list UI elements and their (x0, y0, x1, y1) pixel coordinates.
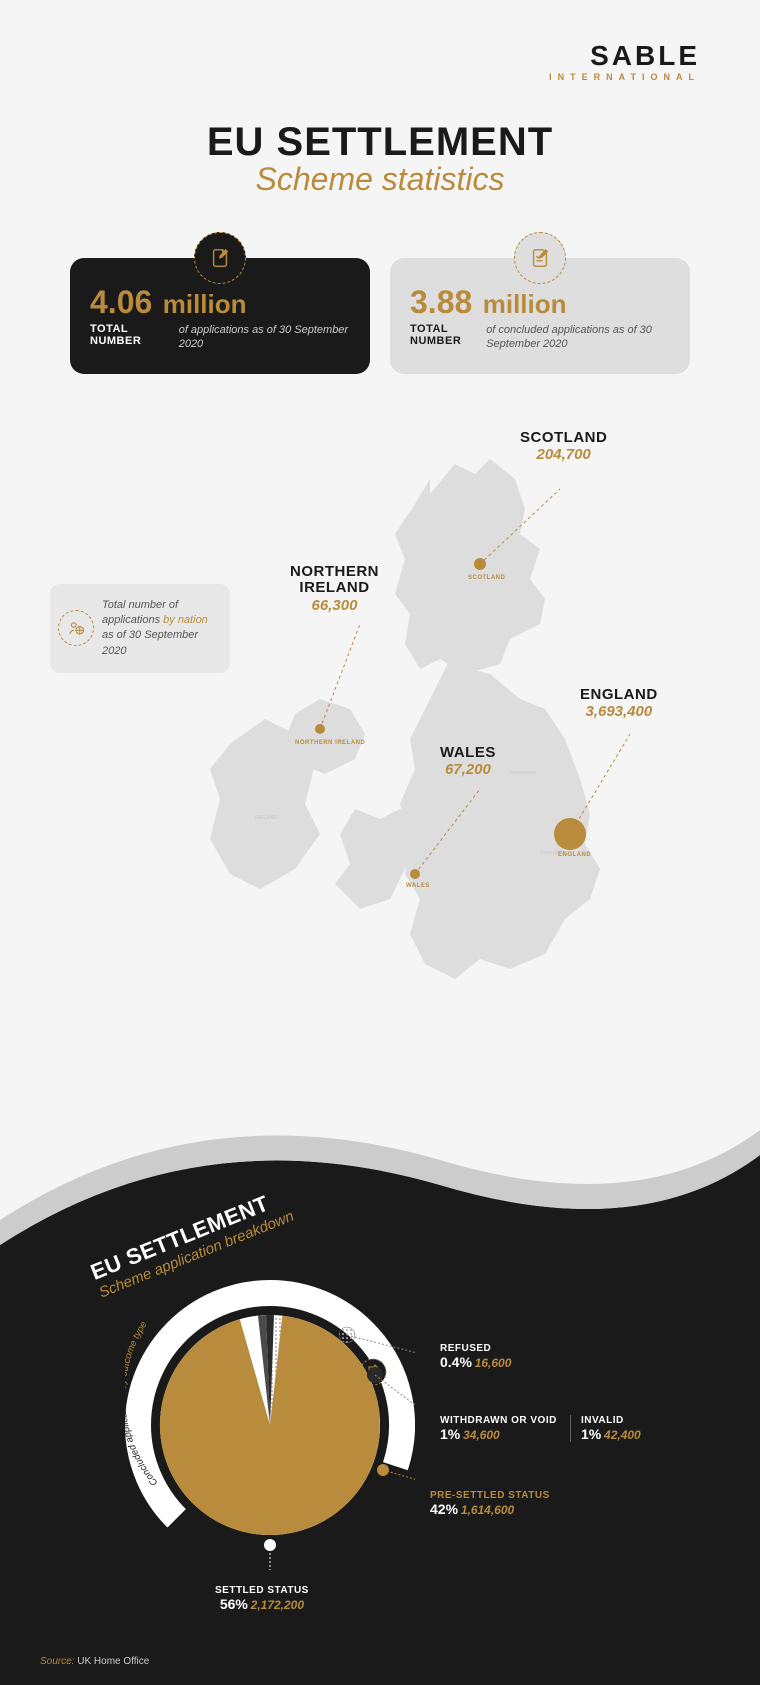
pie-cat-val: 1,614,600 (461, 1503, 514, 1517)
stat-value: 3.88 (410, 284, 472, 320)
pie-section: EU SETTLEMENT Scheme application breakdo… (0, 1065, 760, 1685)
infographic-root: SABLE INTERNATIONAL EU SETTLEMENT Scheme… (0, 0, 760, 1685)
pie-cat-val: 16,600 (475, 1356, 512, 1370)
checklist-pencil-icon (514, 232, 566, 284)
map-pin-label: NORTHERN IRELAND (295, 740, 365, 746)
svg-text:Manchester: Manchester (510, 770, 536, 776)
map-country-name: WALES (440, 744, 496, 761)
map-label-wales: WALES 67,200 (440, 744, 496, 778)
pie-cat-val: 34,600 (463, 1428, 500, 1442)
brand-logo: SABLE INTERNATIONAL (549, 40, 700, 82)
map-country-value: 67,200 (440, 761, 496, 778)
stat-unit: million (483, 289, 567, 319)
pie-cat-name: PRE-SETTLED STATUS (430, 1490, 550, 1501)
pie-cat-name: REFUSED (440, 1343, 511, 1354)
map-note-text-post: as of 30 September 2020 (102, 629, 198, 656)
pie-cat-refused: REFUSED 0.4% 16,600 (440, 1343, 511, 1370)
page-title: EU SETTLEMENT (0, 120, 760, 165)
pie-cat-pct: 56% (220, 1596, 248, 1612)
pie-cat-name: SETTLED STATUS (215, 1585, 309, 1596)
map-country-name: ENGLAND (580, 686, 658, 703)
pie-cat-invalid: INVALID 1% 42,400 (570, 1415, 641, 1442)
map-country-name: NORTHERNIRELAND (290, 564, 379, 597)
pie-cat-val: 42,400 (604, 1428, 641, 1442)
map-pin-label: SCOTLAND (468, 575, 505, 581)
map-country-name: SCOTLAND (520, 429, 607, 446)
source-label: Source: (40, 1656, 74, 1667)
logo-subtext: INTERNATIONAL (549, 72, 700, 82)
svg-text:IRELAND: IRELAND (255, 815, 277, 821)
uk-map: IRELAND Manchester Birmingham SCOTLAND N… (200, 434, 680, 1014)
logo-text: SABLE (549, 40, 700, 72)
stat-label: TOTAL NUMBER (410, 323, 478, 347)
pie-cat-pct: 42% (430, 1501, 458, 1517)
map-pin-label: WALES (406, 883, 430, 889)
pie-cat-pct: 1% (440, 1426, 460, 1442)
source-value: UK Home Office (77, 1656, 149, 1667)
document-pencil-icon (194, 232, 246, 284)
pie-cat-pct: 1% (581, 1426, 601, 1442)
page-title-block: EU SETTLEMENT Scheme statistics (0, 0, 760, 198)
map-label-england: ENGLAND 3,693,400 (580, 686, 658, 720)
page-subtitle: Scheme statistics (0, 161, 760, 198)
pie-cat-pct: 0.4% (440, 1354, 472, 1370)
stat-desc: of applications as of 30 September 2020 (179, 323, 350, 352)
pie-cat-val: 2,172,200 (251, 1598, 304, 1612)
pie-cat-name: INVALID (581, 1415, 641, 1426)
source-attribution: Source: UK Home Office (40, 1656, 149, 1667)
stat-unit: million (163, 289, 247, 319)
map-label-ni: NORTHERNIRELAND 66,300 (290, 564, 379, 614)
stat-desc: of concluded applications as of 30 Septe… (486, 323, 670, 352)
pie-cat-settled: SETTLED STATUS 56% 2,172,200 (215, 1585, 309, 1612)
stat-label: TOTAL NUMBER (90, 323, 171, 347)
map-country-value: 204,700 (520, 446, 607, 463)
pie-chart: Concluded applications by outcome type a… (125, 1280, 415, 1570)
map-section: Total number of applications by nation a… (0, 394, 760, 1034)
stat-value: 4.06 (90, 284, 152, 320)
person-globe-icon (58, 610, 94, 646)
pie-cat-name: WITHDRAWN OR VOID (440, 1415, 557, 1426)
map-country-value: 66,300 (290, 597, 379, 614)
stat-card-applications: 4.06 million TOTAL NUMBER of application… (70, 258, 370, 374)
pie-cat-presettled: PRE-SETTLED STATUS 42% 1,614,600 (430, 1490, 550, 1517)
map-pin-label: ENGLAND (558, 852, 591, 858)
pie-cat-withdrawn: WITHDRAWN OR VOID 1% 34,600 (440, 1415, 557, 1442)
stat-card-concluded: 3.88 million TOTAL NUMBER of concluded a… (390, 258, 690, 374)
map-label-scotland: SCOTLAND 204,700 (520, 429, 607, 463)
map-country-value: 3,693,400 (580, 703, 658, 720)
stats-row: 4.06 million TOTAL NUMBER of application… (0, 258, 760, 374)
